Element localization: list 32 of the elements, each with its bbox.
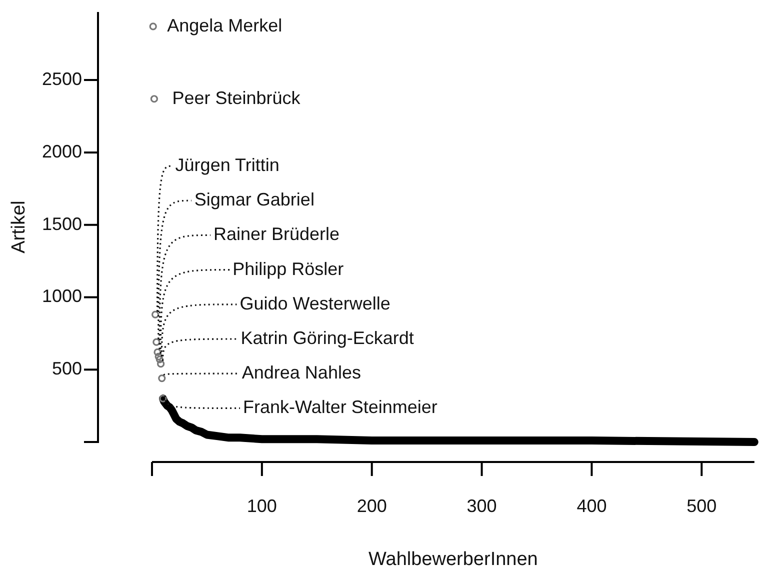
annotation: Guido Westerwelle <box>240 293 390 314</box>
point <box>149 22 157 30</box>
x-tick-label: 400 <box>576 496 607 516</box>
x-tick-label: 100 <box>246 496 277 516</box>
y-tick-label: 1500 <box>42 214 82 234</box>
y-tick-label: 500 <box>52 358 82 379</box>
annotation: Angela Merkel <box>167 15 282 36</box>
point <box>152 338 160 346</box>
point <box>159 394 167 402</box>
point <box>150 95 158 103</box>
point <box>154 352 162 360</box>
y-axis-title: Artikel <box>8 200 30 254</box>
x-tick-label: 200 <box>356 496 387 516</box>
annotation: Rainer Brüderle <box>213 224 340 244</box>
point <box>158 374 166 382</box>
annotation: Sigmar Gabriel <box>194 190 314 210</box>
y-tick-label: 1000 <box>42 286 82 306</box>
y-tick-label: 2000 <box>42 141 82 162</box>
point <box>152 310 160 318</box>
annotation: Andrea Nahles <box>242 362 361 383</box>
point <box>156 356 164 364</box>
y-tick-label: 2500 <box>42 69 82 90</box>
annotation: Peer Steinbrück <box>172 88 302 108</box>
annotation: Philipp Rösler <box>232 258 344 279</box>
point <box>154 348 162 356</box>
annotation: Jürgen Trittin <box>175 154 280 175</box>
annotation: Frank-Walter Steinmeier <box>242 397 438 418</box>
point <box>156 360 165 368</box>
x-axis-title: WahlbewerberInnen <box>368 548 538 570</box>
x-tick-label: 300 <box>466 496 497 516</box>
annotation: Katrin Göring-Eckardt <box>240 328 414 348</box>
x-tick-label: 500 <box>686 496 717 516</box>
